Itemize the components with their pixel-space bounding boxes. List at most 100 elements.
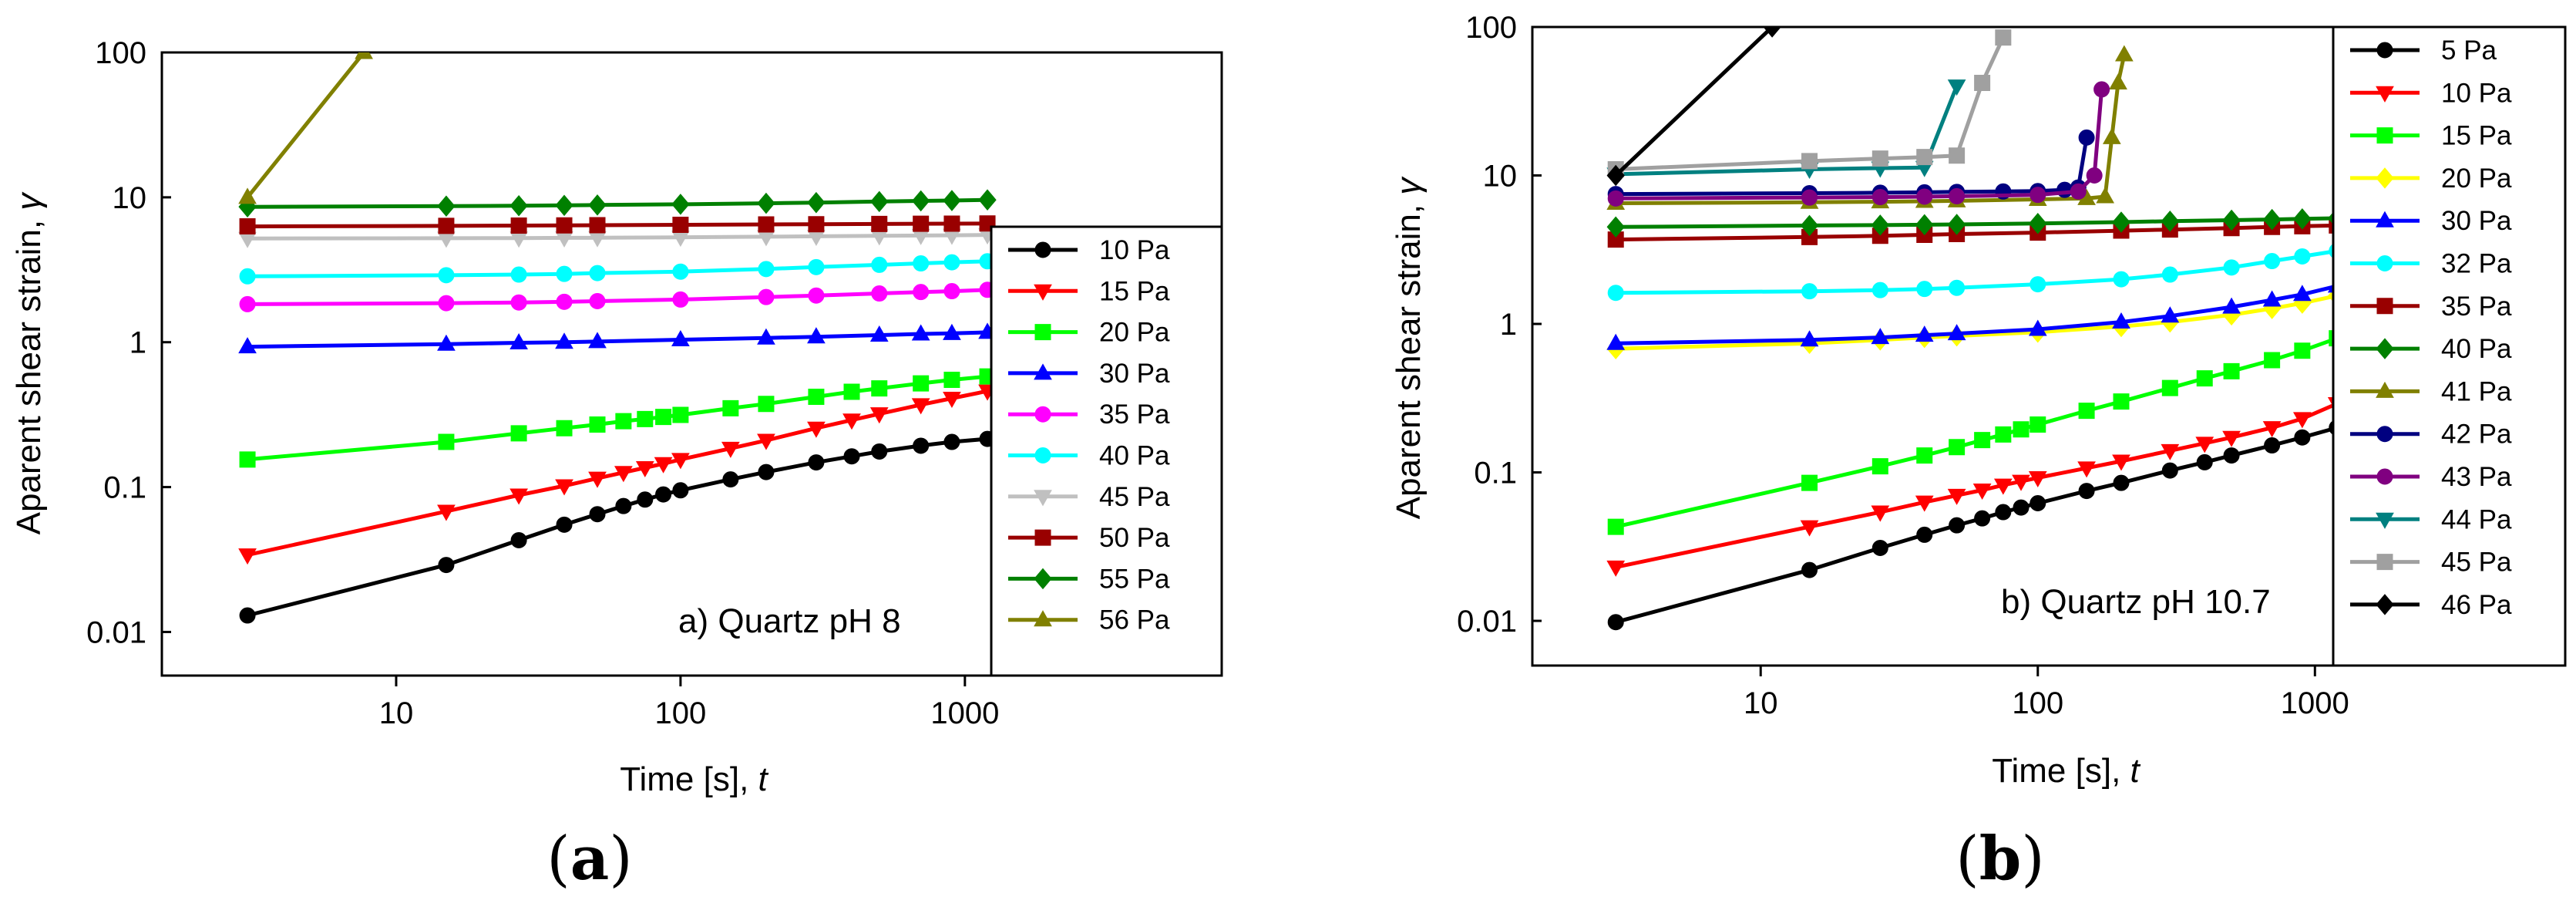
data-point [2112,312,2130,329]
data-point [437,195,456,217]
data-point [2222,430,2241,447]
data-point [808,287,825,304]
data-point [556,217,573,234]
legend-entry: 15 Pa [2350,121,2512,151]
data-point [2070,183,2087,200]
legend-entry: 56 Pa [1008,605,1170,635]
data-point [654,457,673,474]
data-point [437,334,456,351]
data-point [808,389,825,406]
data-point [913,215,930,232]
data-point [2161,306,2180,323]
legend-entry: 45 Pa [2350,548,2512,578]
data-point [1949,187,1966,204]
data-point [1995,426,2012,443]
data-point [2161,462,2178,479]
data-point [2078,403,2095,420]
legend-entry: 41 Pa [2350,376,2512,406]
x-tick-label: 10 [1744,686,1778,720]
y-tick-label: 1 [1500,308,1517,342]
data-point [2077,461,2096,478]
data-point [1995,29,2012,46]
data-point [655,486,672,503]
data-point [509,488,528,505]
data-point [1915,495,1934,512]
series-43-pa [1607,81,2110,207]
data-point [912,190,930,212]
data-point [978,189,997,211]
data-point [1916,281,1933,298]
data-point [1763,27,1781,38]
data-point [1607,285,1624,302]
data-point [2093,81,2110,98]
data-point [1871,214,1889,236]
series-45-pa [1607,29,2012,178]
x-tick-label: 1000 [930,696,999,730]
data-point [2264,437,2281,454]
data-point [1871,458,1888,475]
legend-entry: 50 Pa [1008,523,1170,553]
data-point [2292,285,2312,302]
legend-entry: 10 Pa [1008,235,1170,265]
data-point [1915,325,1934,342]
data-point [510,217,527,234]
data-point [913,375,930,392]
data-point [1801,283,1818,300]
data-point [1607,190,1624,207]
data-point [2262,208,2282,231]
legend-label: 15 Pa [1099,276,1170,306]
series-20-pa [239,368,996,468]
y-tick-label: 0.01 [86,615,146,649]
data-point [1947,324,1966,341]
panel-label: (a) [546,824,632,894]
data-point [588,471,607,488]
y-tick-label: 10 [1483,160,1518,194]
data-point [238,337,257,354]
data-point [1801,561,1818,578]
data-point [555,194,573,217]
series-32-pa [1607,242,2346,302]
data-point [1871,539,1888,556]
legend-entry: 20 Pa [1008,318,1170,348]
legend-swatch-marker [2376,381,2394,398]
y-tick-label: 100 [95,36,146,70]
data-point [1916,188,1933,205]
data-point [871,256,888,273]
data-point [1801,153,1818,170]
data-point [672,263,689,280]
legend-swatch-marker [1034,447,1051,463]
legend-entry: 40 Pa [2350,334,2512,364]
data-point [589,293,606,310]
data-point [1972,483,1992,500]
legend-label: 43 Pa [2441,462,2512,492]
data-point [672,406,689,423]
data-point [2114,45,2134,62]
legend-entry: 30 Pa [1008,359,1170,389]
data-point [871,443,888,460]
legend-swatch-marker [1034,490,1052,507]
legend-label: 41 Pa [2441,376,2512,406]
legend-swatch-marker [1034,241,1051,258]
data-point [510,425,527,442]
data-point [808,454,825,471]
y-tick-label: 0.1 [1474,457,1517,490]
series-50-pa [239,215,996,235]
data-point [2102,127,2121,144]
legend-label: 55 Pa [1099,564,1170,594]
legend-entry: 55 Pa [1008,564,1170,594]
data-point [722,399,739,416]
data-point [239,295,256,312]
legend-entry: 42 Pa [2350,420,2512,450]
legend-label: 10 Pa [2441,78,2512,108]
data-point [2264,352,2281,369]
legend-entry: 44 Pa [2350,504,2512,534]
data-point [2028,471,2047,488]
data-point [943,254,960,271]
series-55-pa [238,189,997,217]
legend-label: 35 Pa [1099,399,1170,430]
data-point [2294,342,2311,359]
data-point [943,190,961,211]
data-point [943,433,960,450]
data-point [1949,147,1966,164]
series-30-pa [238,322,997,354]
